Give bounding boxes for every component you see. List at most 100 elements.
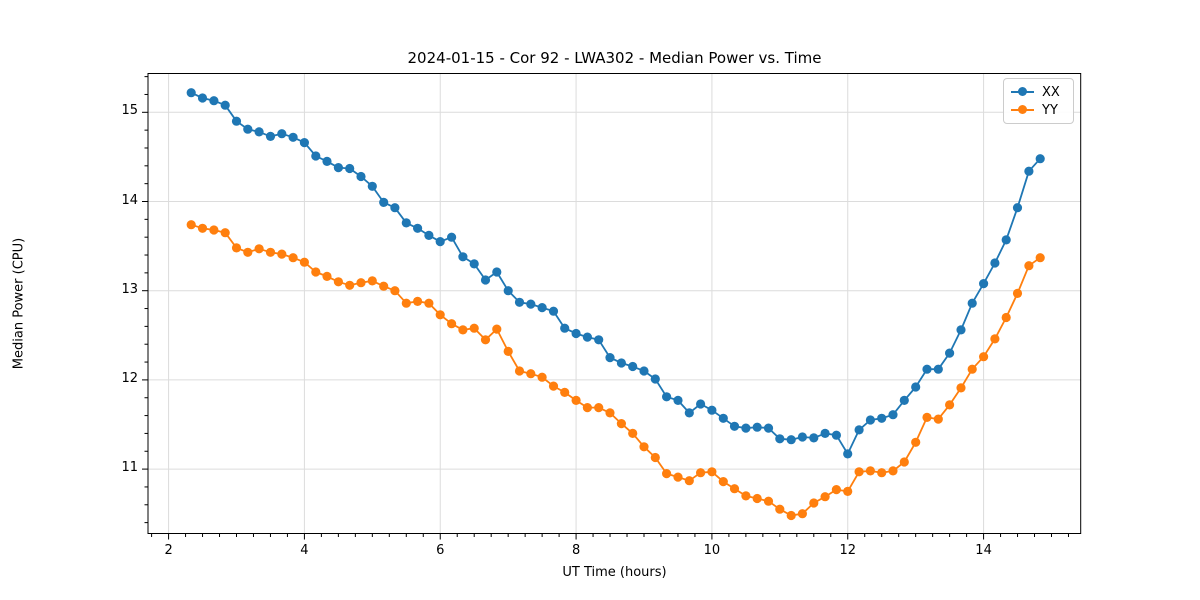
- data-point-xx: [752, 422, 762, 432]
- data-point-xx: [662, 392, 672, 402]
- data-point-yy: [639, 442, 649, 452]
- x-tick-label: 8: [571, 542, 581, 558]
- data-point-xx: [458, 252, 468, 262]
- data-point-xx: [231, 116, 242, 126]
- data-point-yy: [673, 472, 683, 482]
- data-point-xx: [333, 163, 343, 173]
- y-axis-label: Median Power (CPU): [11, 237, 27, 370]
- x-tick-label: 12: [839, 542, 856, 558]
- data-point-yy: [254, 244, 264, 254]
- data-point-yy: [243, 247, 253, 257]
- data-point-xx: [571, 328, 581, 339]
- data-point-yy: [990, 334, 1000, 344]
- chart-title: 2024-01-15 - Cor 92 - LWA302 - Median Po…: [407, 49, 822, 67]
- data-point-xx: [865, 415, 876, 425]
- data-point-yy: [209, 225, 219, 235]
- data-point-xx: [514, 297, 525, 307]
- data-point-xx: [537, 303, 547, 313]
- data-point-yy: [514, 366, 525, 376]
- data-point-yy: [537, 372, 547, 382]
- data-point-yy: [729, 484, 740, 494]
- data-point-xx: [877, 413, 887, 423]
- data-point-yy: [401, 298, 411, 308]
- data-point-xx: [413, 223, 423, 233]
- y-tick-label: 15: [121, 103, 138, 119]
- data-point-xx: [503, 286, 513, 296]
- data-point-xx: [729, 421, 740, 431]
- data-point-yy: [231, 243, 242, 253]
- data-point-xx: [526, 299, 536, 309]
- data-point-yy: [979, 352, 989, 362]
- data-point-yy: [877, 468, 887, 478]
- data-point-yy: [628, 428, 638, 438]
- x-tick-label: 10: [703, 542, 721, 558]
- data-point-xx: [786, 435, 796, 445]
- data-point-xx: [854, 425, 864, 435]
- data-point-xx: [933, 364, 943, 374]
- data-point-yy: [288, 253, 298, 263]
- data-point-yy: [356, 278, 366, 288]
- data-point-yy: [299, 257, 309, 267]
- data-point-yy: [956, 383, 966, 393]
- data-point-yy: [265, 247, 276, 257]
- data-point-xx: [560, 323, 570, 333]
- y-tick-label: 14: [121, 192, 138, 208]
- data-point-yy: [797, 509, 808, 519]
- legend-item-xx: XX: [1004, 83, 1073, 101]
- data-point-xx: [650, 374, 660, 384]
- data-point-yy: [831, 485, 842, 495]
- y-tick-label: 12: [121, 370, 138, 386]
- data-point-yy: [197, 223, 208, 233]
- data-point-xx: [582, 332, 593, 342]
- data-point-yy: [820, 492, 830, 502]
- data-point-yy: [571, 395, 581, 405]
- data-point-xx: [492, 267, 502, 277]
- data-point-yy: [775, 504, 785, 514]
- data-point-xx: [209, 96, 219, 106]
- data-point-xx: [945, 348, 955, 358]
- data-point-yy: [684, 476, 694, 486]
- data-point-yy: [786, 510, 796, 521]
- data-point-xx: [718, 413, 728, 423]
- data-point-xx: [220, 100, 230, 110]
- data-point-yy: [277, 249, 287, 259]
- data-point-xx: [616, 358, 627, 368]
- data-point-xx: [1012, 203, 1023, 213]
- data-point-yy: [503, 346, 513, 356]
- data-point-yy: [899, 457, 909, 467]
- data-point-xx: [843, 449, 853, 459]
- data-point-xx: [186, 88, 196, 98]
- data-point-yy: [707, 467, 717, 477]
- legend-label-yy: YY: [1042, 102, 1058, 118]
- legend-label-xx: XX: [1042, 84, 1060, 100]
- data-point-xx: [922, 364, 932, 374]
- data-point-yy: [548, 381, 559, 391]
- data-point-xx: [322, 156, 332, 166]
- data-point-xx: [345, 163, 355, 174]
- data-point-yy: [424, 298, 434, 308]
- data-point-xx: [1024, 166, 1034, 176]
- data-point-xx: [956, 325, 966, 335]
- data-point-xx: [809, 433, 819, 443]
- data-point-yy: [718, 477, 728, 487]
- series-line-xx: [190, 91, 1042, 455]
- data-point-xx: [707, 405, 717, 415]
- data-point-xx: [594, 335, 604, 345]
- axes-spines: [147, 73, 1082, 534]
- data-point-yy: [854, 467, 864, 477]
- data-point-xx: [684, 408, 694, 418]
- data-point-xx: [311, 151, 321, 161]
- x-axis-label: UT Time (hours): [562, 565, 667, 580]
- data-point-xx: [401, 218, 411, 228]
- data-point-xx: [979, 279, 989, 289]
- data-point-xx: [288, 132, 298, 142]
- x-tick-label: 4: [300, 542, 309, 558]
- data-point-yy: [1001, 312, 1011, 323]
- data-point-xx: [990, 258, 1000, 268]
- data-point-xx: [628, 361, 638, 372]
- data-point-xx: [605, 353, 615, 363]
- data-point-xx: [899, 395, 909, 405]
- data-point-yy: [1012, 288, 1023, 298]
